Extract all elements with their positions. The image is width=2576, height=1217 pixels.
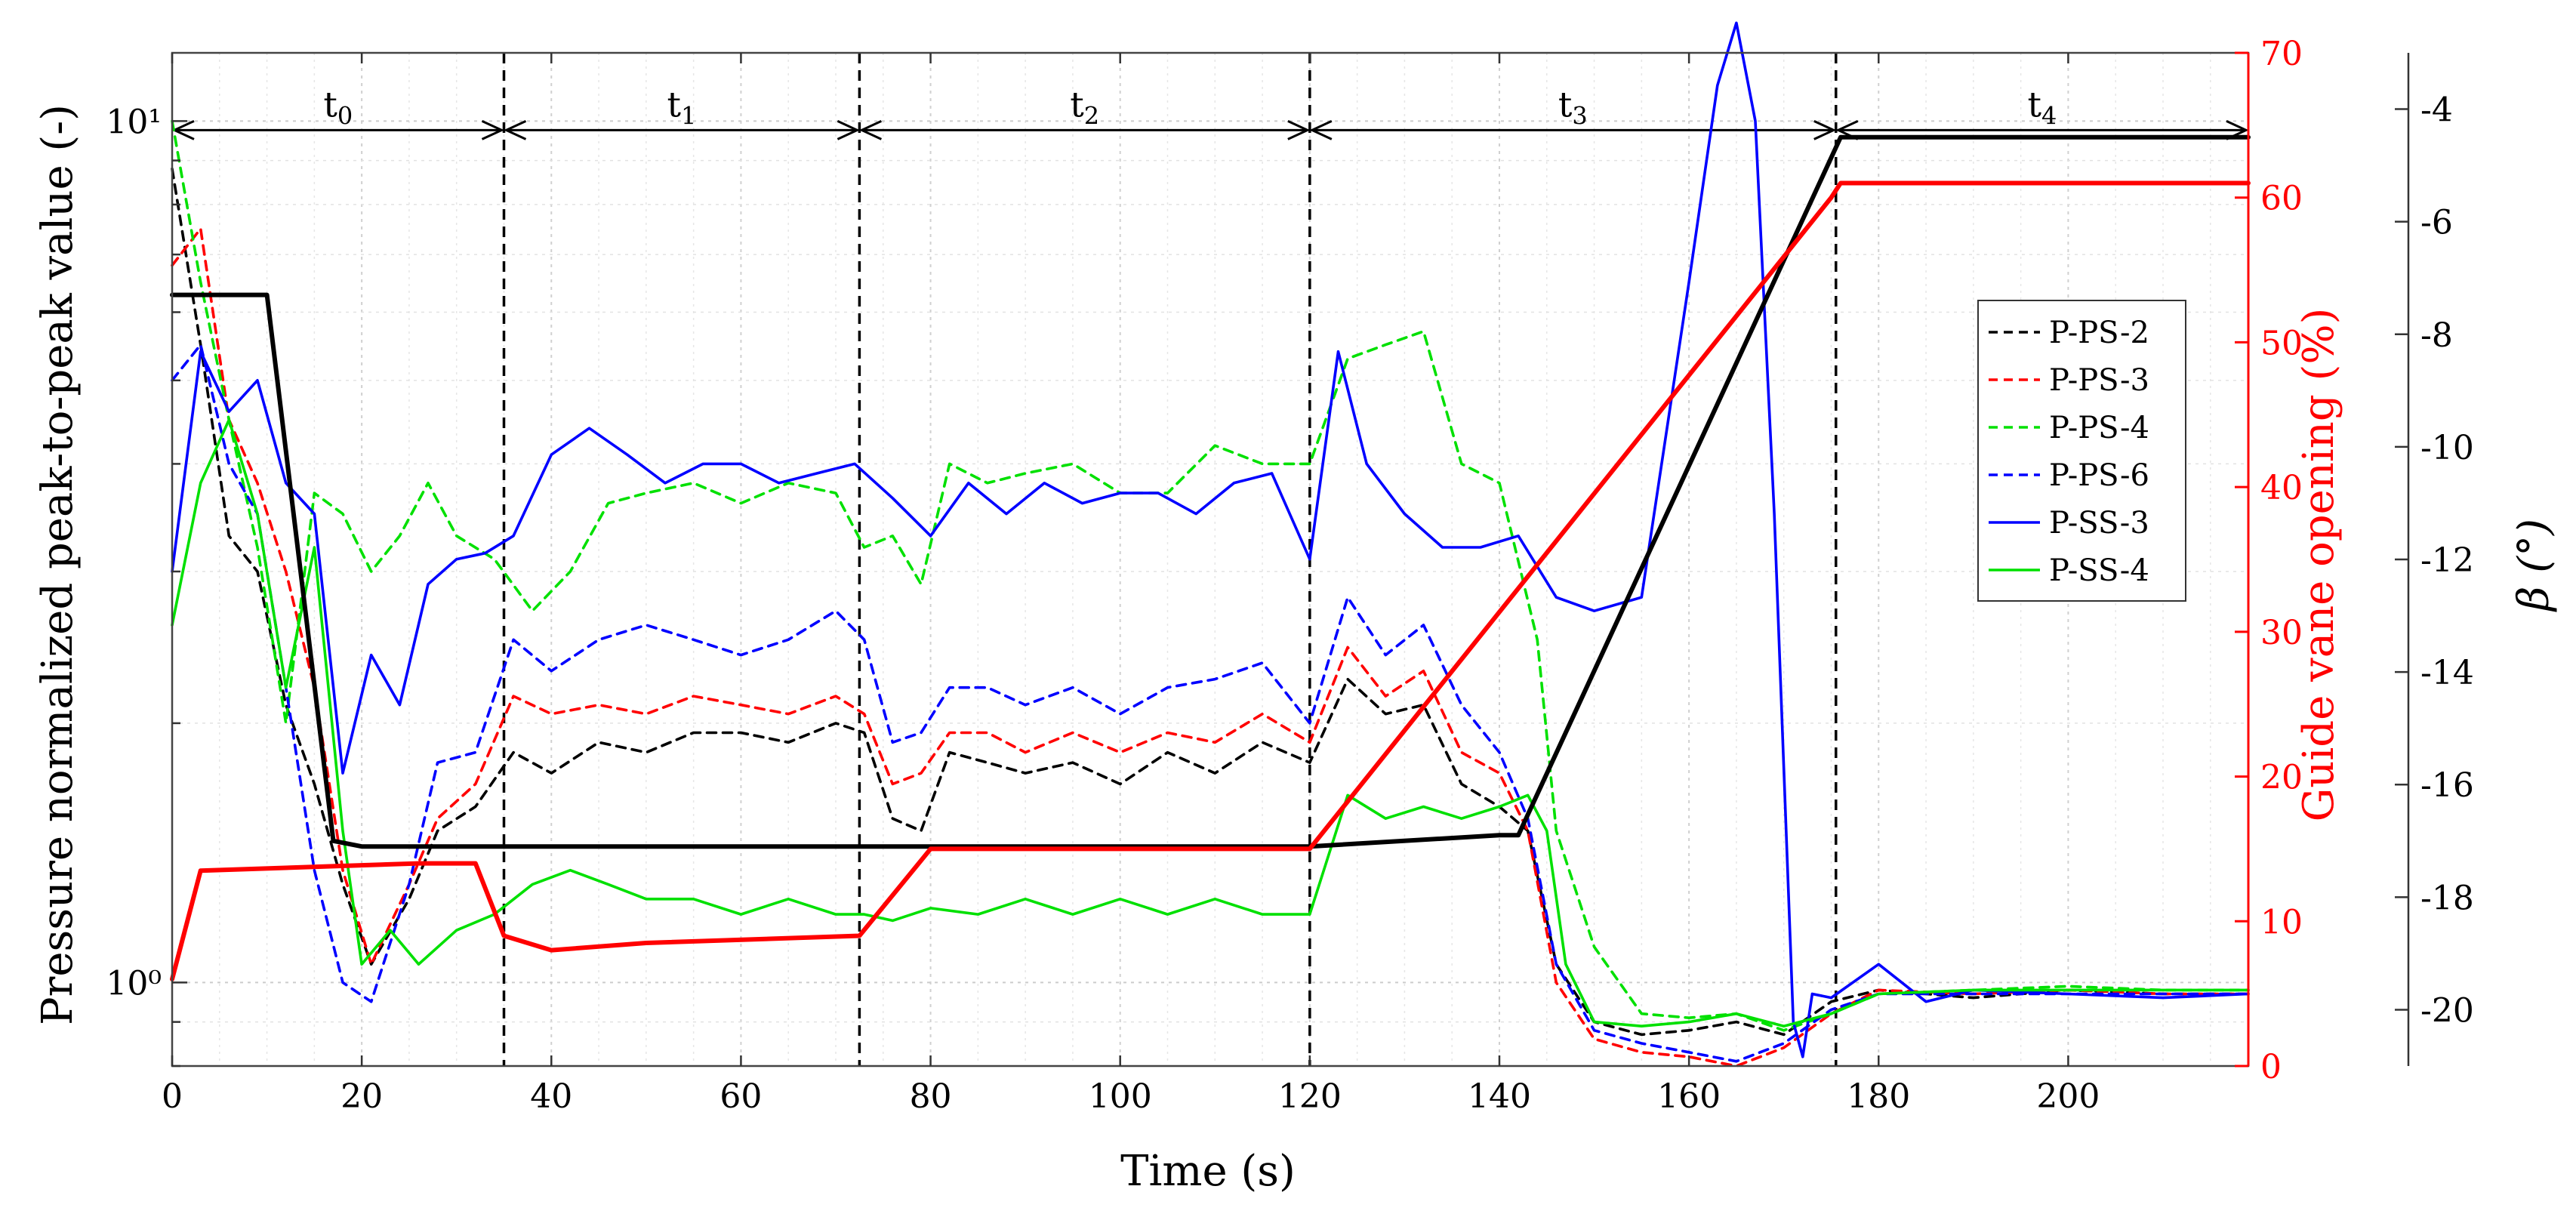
- grid-layer: [171, 53, 2248, 1067]
- y-left-tick-label: 10¹: [106, 103, 162, 141]
- period-arrowhead-right: [481, 119, 505, 140]
- y-right1-tick-label: 70: [2260, 35, 2303, 73]
- x-tick-label: 200: [2036, 1077, 2100, 1116]
- y-right2-tick-label: -10: [2420, 429, 2474, 467]
- y-right1-tick-label: 20: [2260, 759, 2303, 797]
- period-label: t2: [1070, 84, 1099, 130]
- y-right2-tick-label: -16: [2420, 766, 2474, 805]
- period-arrowhead-left: [503, 119, 527, 140]
- y-right-beta-title: β (°): [2510, 519, 2559, 612]
- y-right1-tick-label: 0: [2260, 1048, 2282, 1086]
- y-right2-tick-label: -6: [2420, 204, 2453, 242]
- series-guide-vane-opening: [170, 180, 2251, 981]
- y-right1-tick-label: 30: [2260, 614, 2303, 652]
- y-right2-tick-label: -20: [2420, 991, 2474, 1030]
- x-tick-label: 160: [1657, 1077, 1721, 1116]
- y-right1-tick-label: 60: [2260, 180, 2303, 218]
- legend-box: [1977, 300, 2186, 602]
- x-tick-label: 40: [530, 1077, 572, 1116]
- y-right1-tick-label: 50: [2260, 324, 2303, 362]
- legend: P-PS-2 P-PS-3 P-PS-4 P-PS-6 P-SS-3 P-SS-4: [1977, 300, 2186, 602]
- y-left-axis-title: Pressure normalized peak-to-peak value (…: [33, 104, 82, 1025]
- series-p-ss-3: [171, 21, 2250, 1058]
- legend-label: P-SS-4: [2049, 553, 2149, 588]
- y-right1-tick-label: 40: [2260, 469, 2303, 507]
- series-p-ps-6: [171, 343, 2250, 1063]
- x-tick-label: 180: [1847, 1077, 1910, 1116]
- y-right2-tick-label: -18: [2420, 879, 2474, 917]
- y-right1-tick-label: 10: [2260, 903, 2303, 941]
- legend-label: P-PS-3: [2049, 363, 2149, 398]
- series-p-ps-2: [171, 167, 2250, 1037]
- y-right2-tick-label: -12: [2420, 541, 2474, 580]
- period-label: t4: [2027, 84, 2057, 130]
- period-arrowhead-left: [1309, 119, 1333, 140]
- legend-label: P-PS-6: [2049, 458, 2149, 493]
- x-tick-label: 100: [1089, 1077, 1152, 1116]
- legend-label: P-PS-2: [2049, 316, 2149, 350]
- legend-label: P-SS-3: [2049, 506, 2149, 541]
- period-arrowhead-left: [858, 119, 883, 140]
- series-layer: [170, 21, 2251, 1068]
- x-tick-label: 120: [1278, 1077, 1342, 1116]
- y-right2-tick-label: -14: [2420, 654, 2474, 692]
- x-tick-label: 140: [1468, 1077, 1531, 1116]
- series-p-ps-4: [171, 119, 2250, 1032]
- y-right2-tick-label: -8: [2420, 316, 2453, 355]
- x-tick-label: 80: [910, 1077, 952, 1116]
- period-arrowhead-right: [1287, 119, 1311, 140]
- y-left-tick-label: 10⁰: [106, 964, 162, 1003]
- x-tick-label: 20: [340, 1077, 383, 1116]
- axes-layer: 0 20 40 60 80 100 120 140 160 180 200 10⁰ 10¹ 0 10 20 30…: [106, 35, 2474, 1116]
- legend-label: P-PS-4: [2049, 411, 2149, 445]
- x-tick-label: 0: [162, 1077, 183, 1116]
- x-tick-label: 60: [719, 1077, 762, 1116]
- y-right2-tick-label: -4: [2420, 91, 2453, 130]
- x-axis-title: Time (s): [1120, 1147, 1296, 1196]
- series-p-ss-4: [171, 418, 2250, 1028]
- period-arrowhead-right: [1813, 119, 1837, 140]
- y-right-guide-vane-title: Guide vane opening (%): [2294, 308, 2343, 822]
- period-arrowhead-right: [837, 119, 860, 140]
